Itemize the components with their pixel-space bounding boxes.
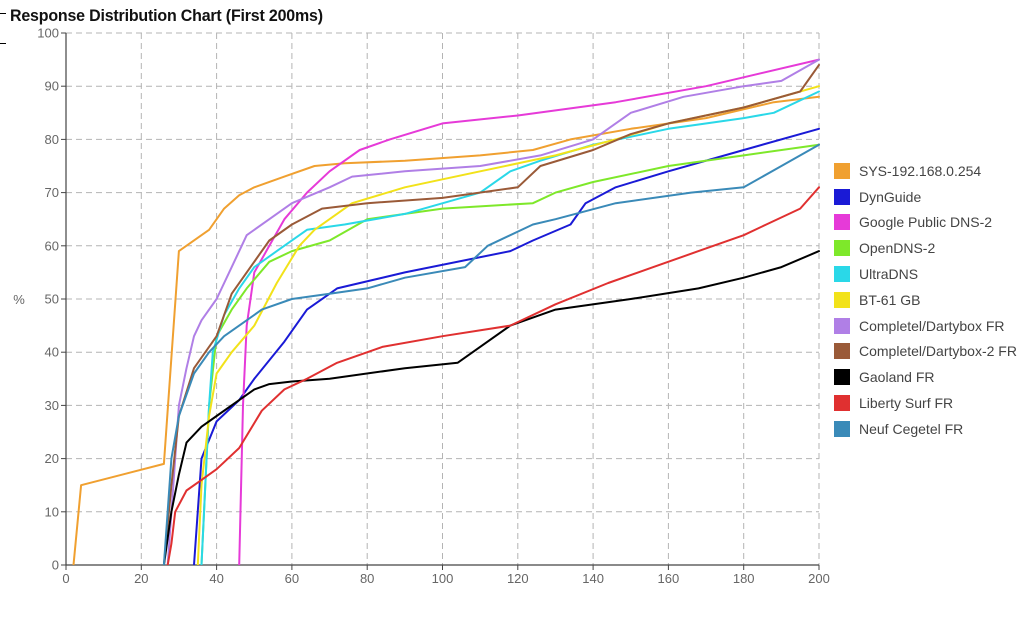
legend-label: Neuf Cegetel FR [859, 420, 964, 437]
legend-item-google-public-dns-2: Google Public DNS-2 [834, 210, 1017, 236]
y-axis-label: % [13, 292, 25, 307]
legend-swatch [834, 240, 850, 257]
x-tick-label: 200 [808, 571, 830, 586]
legend-swatch [834, 369, 850, 386]
series-line-google-public-dns-2 [238, 58, 820, 565]
legend-label: DynGuide [859, 188, 922, 205]
series-line-sys-192-168-0-254 [72, 95, 820, 565]
legend-label: Completel/Dartybox FR [859, 317, 1005, 334]
chart-title: Response Distribution Chart (First 200ms… [10, 6, 323, 25]
legend-item-ultradns: UltraDNS [834, 261, 1017, 287]
x-tick-label: 100 [432, 571, 454, 586]
legend: SYS-192.168.0.254 DynGuide Google Public D… [834, 158, 1017, 442]
x-tick-label: 0 [62, 571, 69, 586]
legend-label: SYS-192.168.0.254 [859, 162, 982, 179]
x-tick-label: 20 [134, 571, 148, 586]
legend-swatch [834, 266, 850, 283]
x-tick-label: 180 [733, 571, 755, 586]
y-tick-label: 80 [45, 132, 59, 147]
legend-swatch [834, 317, 850, 334]
legend-label: OpenDNS-2 [859, 240, 936, 257]
legend-item-neuf-cegetel-fr: Neuf Cegetel FR [834, 416, 1017, 442]
legend-swatch [834, 420, 850, 437]
corner-tick-bottom [0, 43, 6, 44]
x-tick-label: 40 [209, 571, 223, 586]
series-line-opendns-2 [200, 143, 820, 565]
legend-swatch [834, 162, 850, 179]
x-tick-label: 60 [285, 571, 299, 586]
legend-swatch [834, 188, 850, 205]
legend-item-liberty-surf-fr: Liberty Surf FR [834, 390, 1017, 416]
series-line-liberty-surf-fr [166, 186, 820, 565]
x-tick-label: 160 [658, 571, 680, 586]
legend-label: Google Public DNS-2 [859, 214, 993, 231]
legend-swatch [834, 291, 850, 308]
legend-item-gaoland-fr: Gaoland FR [834, 364, 1017, 390]
legend-swatch [834, 395, 850, 412]
y-tick-label: 50 [45, 292, 59, 307]
series-lines [72, 58, 820, 565]
legend-item-opendns-2: OpenDNS-2 [834, 235, 1017, 261]
y-tick-label: 40 [45, 345, 59, 360]
y-tick-label: 30 [45, 398, 59, 413]
y-tick-label: 10 [45, 504, 59, 519]
axes: 0 20 40 60 80 100 120 140 160 180 200 0 10 20 30 40 50 60… [37, 26, 830, 587]
y-tick-label: 100 [37, 26, 59, 41]
x-tick-label: 80 [360, 571, 374, 586]
series-line-gaoland-fr [162, 250, 820, 565]
legend-label: Liberty Surf FR [859, 395, 954, 412]
y-tick-label: 60 [45, 238, 59, 253]
corner-tick-top [0, 13, 6, 14]
series-line-dynguide [193, 127, 820, 565]
legend-swatch [834, 343, 850, 360]
legend-label: Gaoland FR [859, 369, 935, 386]
y-tick-label: 20 [45, 451, 59, 466]
legend-item-completel-dartybox-fr: Completel/Dartybox FR [834, 313, 1017, 339]
y-tick-label: 70 [45, 185, 59, 200]
legend-item-sys-192-168-0-254: SYS-192.168.0.254 [834, 158, 1017, 184]
y-tick-label: 0 [52, 558, 59, 573]
legend-swatch [834, 214, 850, 231]
series-line-completel-dartybox-2-fr [162, 63, 820, 565]
legend-item-completel-dartybox-2-fr: Completel/Dartybox-2 FR [834, 339, 1017, 365]
legend-item-bt-61-gb: BT-61 GB [834, 287, 1017, 313]
grid [66, 32, 820, 565]
legend-label: UltraDNS [859, 266, 919, 283]
x-tick-label: 140 [582, 571, 604, 586]
legend-item-dynguide: DynGuide [834, 184, 1017, 210]
y-tick-label: 90 [45, 79, 59, 94]
series-line-ultradns [200, 90, 820, 565]
series-line-neuf-cegetel-fr [162, 143, 820, 565]
legend-label: Completel/Dartybox-2 FR [859, 343, 1017, 360]
corner-marks [0, 0, 8, 45]
x-tick-label: 120 [507, 571, 529, 586]
series-line-completel-dartybox-fr [166, 58, 820, 565]
legend-label: BT-61 GB [859, 291, 921, 308]
